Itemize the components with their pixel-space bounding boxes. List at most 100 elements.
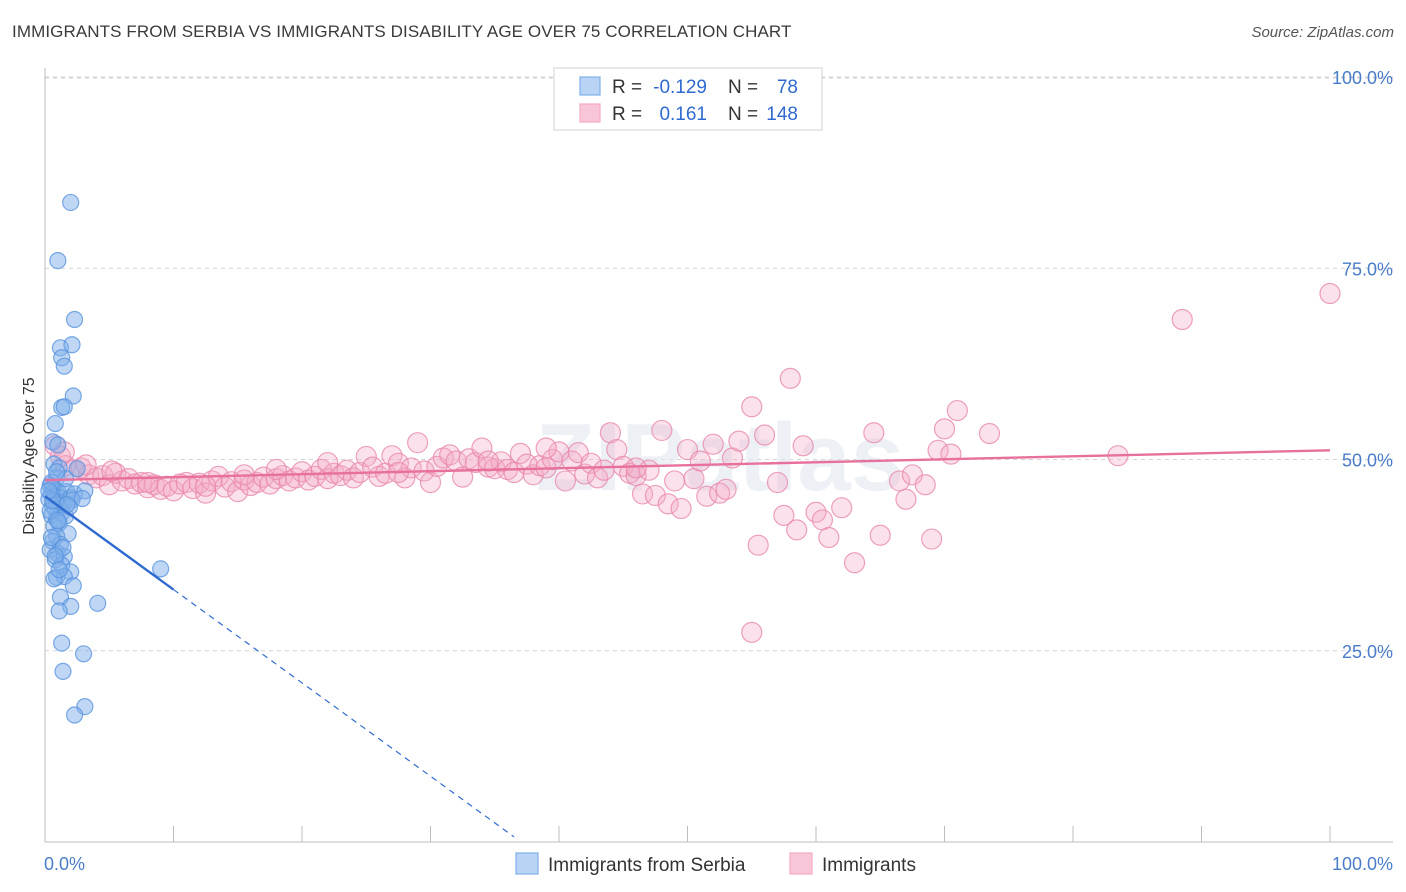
legend-n-value-serbia: 78: [777, 77, 798, 98]
immigrants-point-23: [195, 482, 217, 504]
immigrants-point-96: [664, 470, 686, 492]
serbia-point-77: [40, 482, 58, 500]
immigrants-point-144: [137, 471, 159, 494]
immigrants-point-145: [101, 460, 123, 482]
serbia-point-52: [64, 577, 82, 595]
serbia-point-56: [89, 594, 107, 612]
x-tick-label-max: 100.0%: [1332, 854, 1393, 874]
immigrants-point-116: [811, 509, 834, 531]
y-tick-label-1: 50.0%: [1342, 451, 1393, 471]
x-ticks: [44, 826, 1331, 842]
immigrants-point-137: [535, 437, 557, 459]
immigrants-point-99: [683, 468, 705, 490]
bottom-legend: Immigrants from Serbia Immigrants: [515, 852, 916, 876]
immigrants-point-121: [869, 524, 891, 546]
serbia-point-69: [49, 512, 67, 530]
immigrants-point-129: [940, 443, 962, 465]
legend-n-label-immigrants: N =: [728, 104, 758, 125]
immigrants-point-117: [818, 526, 840, 549]
y-tick-label-0: 25.0%: [1342, 642, 1393, 662]
immigrants-trend-line: [44, 449, 1331, 482]
legend-r-value-immigrants: 0.161: [659, 104, 707, 125]
y-axis-label: Disability Age Over 75: [21, 377, 38, 535]
immigrants-point-104: [715, 478, 737, 500]
serbia-point-57: [50, 602, 68, 620]
immigrants-point-110: [766, 471, 789, 494]
source-label: Source: ZipAtlas.com: [1251, 24, 1394, 41]
serbia-point-65: [47, 463, 66, 481]
immigrants-point-37: [284, 467, 307, 489]
serbia-point-6: [55, 357, 73, 375]
gridlines: [45, 76, 1393, 652]
legend-r-label-serbia: R =: [612, 77, 642, 98]
y-tick-labels: 25.0% 50.0% 75.0% 100.0%: [1332, 68, 1393, 662]
serbia-point-62: [65, 706, 84, 724]
immigrants-point-100: [689, 450, 711, 472]
immigrants-point-66: [471, 437, 493, 459]
immigrants-point-133: [1171, 308, 1193, 331]
legend-swatch-immigrants: [579, 103, 601, 123]
immigrants-point-101: [696, 485, 718, 507]
serbia-point-12: [49, 436, 67, 454]
serbia-point-70: [42, 528, 61, 547]
bottom-legend-label-serbia: Immigrants from Serbia: [548, 855, 746, 876]
immigrants-point-19: [169, 473, 191, 495]
serbia-points: [40, 193, 170, 724]
serbia-trend-extension: [173, 589, 515, 838]
immigrants-point-135: [741, 621, 763, 643]
legend-r-value-serbia: -0.129: [653, 77, 707, 98]
y-tick-label-3: 100.0%: [1332, 68, 1393, 88]
immigrants-point-118: [831, 497, 853, 519]
bottom-legend-swatch-serbia: [515, 852, 539, 875]
immigrants-point-106: [728, 430, 750, 452]
immigrants-point-102: [702, 433, 724, 455]
immigrants-point-109: [753, 424, 776, 446]
immigrants-point-130: [946, 399, 968, 422]
legend-n-value-immigrants: 148: [766, 104, 798, 125]
chart-title: IMMIGRANTS FROM SERBIA VS IMMIGRANTS DIS…: [12, 22, 792, 41]
immigrants-point-48: [355, 445, 377, 468]
immigrants-point-85: [593, 459, 615, 481]
immigrants-point-125: [914, 474, 936, 496]
trend-lines: [44, 449, 1331, 838]
serbia-point-0: [62, 193, 80, 212]
serbia-point-58: [53, 634, 71, 652]
serbia-point-4: [63, 336, 81, 354]
immigrants-point-97: [670, 497, 692, 520]
x-tick-label-min: 0.0%: [44, 854, 85, 874]
immigrants-point-108: [747, 534, 769, 556]
immigrants-point-87: [606, 438, 628, 461]
immigrants-point-134: [1319, 282, 1341, 305]
axes: [44, 68, 1393, 843]
immigrants-point-79: [554, 470, 577, 492]
serbia-trend-line: [44, 495, 175, 591]
immigrants-point-131: [978, 422, 1001, 445]
serbia-point-49: [152, 560, 170, 578]
serbia-point-76: [73, 489, 91, 508]
serbia-point-9: [55, 398, 73, 416]
immigrants-point-93: [644, 484, 666, 507]
serbia-point-75: [58, 496, 76, 514]
immigrants-point-113: [786, 519, 808, 541]
legend-r-label-immigrants: R =: [612, 104, 642, 125]
immigrants-point-112: [779, 367, 801, 390]
immigrants-point-123: [895, 488, 917, 510]
immigrants-points: [44, 282, 1341, 643]
legend-n-label-serbia: N =: [728, 77, 758, 98]
serbia-point-60: [54, 662, 72, 681]
immigrants-point-58: [419, 471, 442, 494]
serbia-point-66: [68, 460, 86, 478]
immigrants-point-111: [773, 504, 795, 526]
immigrants-point-107: [741, 396, 763, 418]
immigrants-point-56: [407, 432, 429, 454]
serbia-point-2: [65, 310, 84, 329]
serbia-point-59: [74, 645, 93, 663]
immigrants-point-136: [625, 457, 647, 479]
bottom-legend-swatch-immigrants: [789, 852, 813, 875]
immigrants-point-28: [227, 481, 249, 503]
serbia-point-1: [49, 252, 67, 270]
serbia-point-73: [50, 561, 68, 579]
immigrants-point-126: [921, 528, 943, 550]
immigrants-point-72: [509, 442, 532, 464]
